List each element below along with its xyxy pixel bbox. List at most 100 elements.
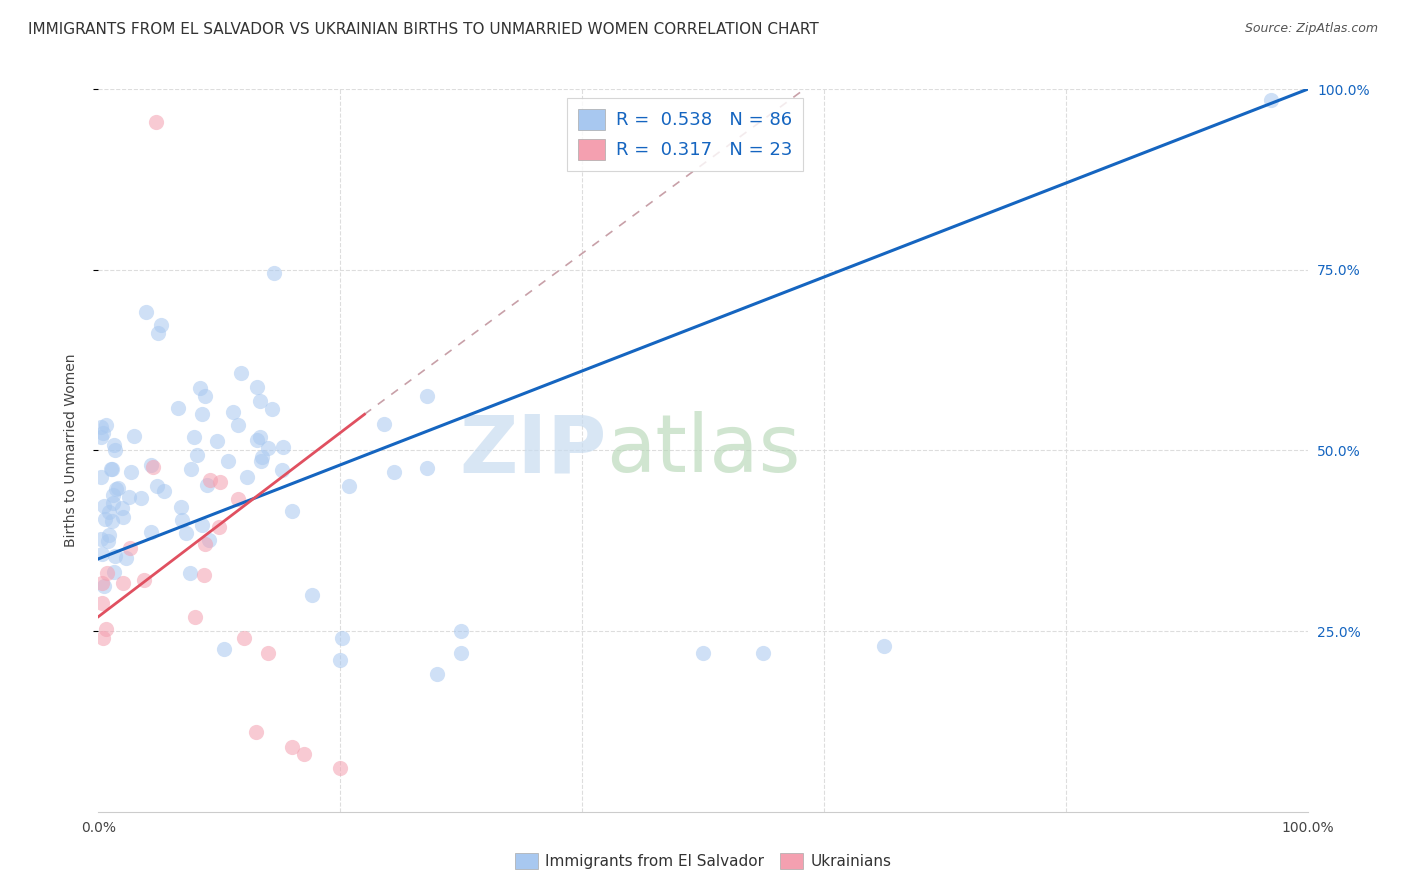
Point bbox=[217, 454, 239, 468]
Point bbox=[101, 496, 124, 510]
Point bbox=[93, 426, 115, 441]
Point bbox=[90, 420, 112, 434]
Point bbox=[97, 527, 120, 541]
Point bbox=[450, 624, 472, 639]
Point bbox=[191, 517, 214, 532]
Point bbox=[208, 519, 231, 533]
Point bbox=[193, 568, 215, 582]
Point bbox=[100, 462, 122, 476]
Point bbox=[142, 459, 165, 474]
Point bbox=[101, 515, 124, 529]
Point bbox=[96, 622, 118, 636]
Point bbox=[91, 631, 114, 645]
Point bbox=[252, 450, 274, 464]
Point bbox=[117, 491, 139, 505]
Point bbox=[752, 646, 775, 660]
Point bbox=[90, 596, 112, 610]
Point bbox=[194, 389, 217, 403]
Text: atlas: atlas bbox=[606, 411, 800, 490]
Point bbox=[416, 461, 439, 475]
Point bbox=[139, 458, 162, 472]
Point bbox=[122, 428, 145, 442]
Point bbox=[249, 454, 271, 468]
Point bbox=[97, 505, 120, 519]
Point bbox=[205, 434, 228, 449]
Point bbox=[191, 408, 214, 422]
Point bbox=[271, 440, 294, 454]
Point bbox=[692, 646, 714, 660]
Point bbox=[167, 401, 190, 415]
Point bbox=[103, 442, 125, 457]
Point bbox=[212, 641, 235, 656]
Point bbox=[132, 574, 155, 588]
Point bbox=[249, 393, 271, 408]
Point bbox=[100, 461, 122, 475]
Point bbox=[263, 266, 285, 280]
Point bbox=[139, 524, 162, 539]
Point bbox=[382, 465, 405, 479]
Point bbox=[152, 484, 174, 499]
Point bbox=[281, 739, 304, 754]
Point bbox=[198, 533, 221, 548]
Point bbox=[90, 532, 112, 546]
Point bbox=[256, 646, 278, 660]
Legend: R =  0.538   N = 86, R =  0.317   N = 23: R = 0.538 N = 86, R = 0.317 N = 23 bbox=[567, 98, 803, 170]
Point bbox=[146, 326, 169, 340]
Point bbox=[195, 477, 218, 491]
Point bbox=[94, 417, 117, 432]
Point bbox=[91, 576, 114, 591]
Point bbox=[103, 566, 125, 580]
Point bbox=[179, 566, 201, 580]
Point bbox=[170, 512, 193, 526]
Point bbox=[184, 609, 207, 624]
Point bbox=[104, 549, 127, 564]
Point bbox=[107, 481, 129, 495]
Point bbox=[329, 653, 352, 667]
Point bbox=[90, 469, 112, 483]
Point bbox=[245, 380, 267, 394]
Point bbox=[330, 632, 353, 646]
Y-axis label: Births to Unmarried Women: Births to Unmarried Women bbox=[63, 354, 77, 547]
Point bbox=[186, 448, 208, 462]
Point bbox=[281, 504, 304, 518]
Point bbox=[145, 479, 167, 493]
Point bbox=[329, 761, 352, 775]
Point bbox=[93, 579, 115, 593]
Point bbox=[373, 417, 395, 431]
Point bbox=[183, 430, 205, 444]
Point bbox=[170, 500, 193, 514]
Point bbox=[188, 381, 211, 395]
Point bbox=[135, 305, 157, 319]
Point bbox=[174, 525, 197, 540]
Point bbox=[194, 537, 217, 551]
Point bbox=[97, 533, 120, 548]
Point bbox=[301, 588, 323, 602]
Point bbox=[145, 114, 167, 128]
Point bbox=[236, 470, 259, 484]
Point bbox=[337, 479, 360, 493]
Point bbox=[90, 430, 112, 444]
Point bbox=[120, 465, 142, 479]
Point bbox=[229, 366, 252, 380]
Legend: Immigrants from El Salvador, Ukrainians: Immigrants from El Salvador, Ukrainians bbox=[509, 847, 897, 875]
Point bbox=[112, 509, 135, 524]
Text: ZIP: ZIP bbox=[458, 411, 606, 490]
Point bbox=[94, 511, 117, 525]
Text: IMMIGRANTS FROM EL SALVADOR VS UKRAINIAN BIRTHS TO UNMARRIED WOMEN CORRELATION C: IMMIGRANTS FROM EL SALVADOR VS UKRAINIAN… bbox=[28, 22, 818, 37]
Point bbox=[149, 318, 172, 333]
Point bbox=[416, 389, 439, 403]
Point bbox=[111, 501, 134, 516]
Point bbox=[104, 482, 127, 496]
Point bbox=[208, 475, 231, 489]
Point bbox=[262, 401, 284, 416]
Point bbox=[120, 541, 142, 555]
Point bbox=[1260, 93, 1282, 107]
Point bbox=[292, 747, 315, 761]
Point bbox=[103, 438, 125, 452]
Point bbox=[228, 491, 250, 506]
Point bbox=[180, 462, 202, 476]
Point bbox=[246, 433, 269, 447]
Point bbox=[222, 404, 245, 418]
Point bbox=[257, 441, 280, 455]
Point bbox=[271, 463, 294, 477]
